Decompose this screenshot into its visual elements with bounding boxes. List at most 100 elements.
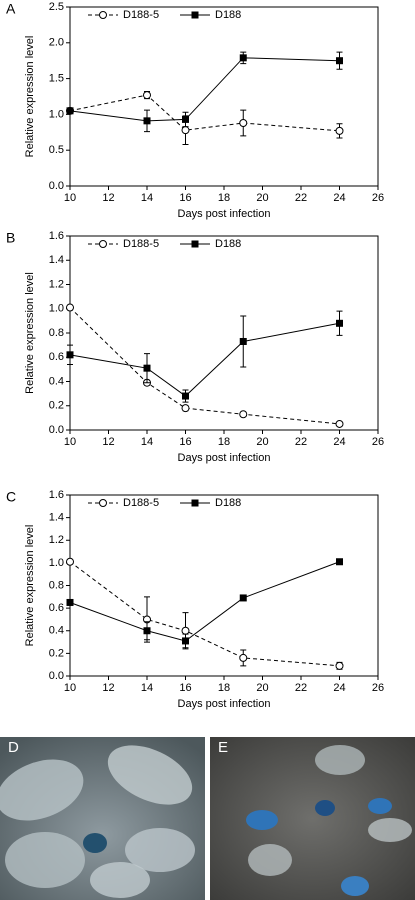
x-tick-label: 10 [64,436,76,448]
y-tick-label: 0.5 [49,144,64,156]
y-tick-label: 0.2 [49,647,64,659]
x-tick-label: 12 [102,436,114,448]
panel-label: B [6,230,15,246]
series-line [69,307,340,425]
x-tick-label: 24 [333,436,345,448]
legend-marker [191,11,199,19]
y-tick-label: 0.0 [49,180,64,192]
point [239,594,247,602]
legend-marker [99,11,107,19]
x-tick-label: 22 [295,682,307,694]
point [182,637,189,645]
legend-marker [99,499,107,507]
photo-d: D [0,737,205,900]
x-tick-label: 14 [141,436,153,448]
x-tick-label: 18 [218,436,230,448]
x-tick-label: 16 [179,192,191,204]
y-tick-label: 0.6 [49,351,64,363]
legend-marker [191,499,199,507]
point [239,653,248,662]
photo-label: E [218,739,228,756]
y-tick-label: 1.6 [49,489,64,501]
chart: A 0.0 0.5 1.0 1.5 2.0 2.5 10 12 14 16 18 20 22 24 26 Day… [6,1,384,220]
y-tick-label: 1.6 [49,230,64,242]
legend-label: D188 [215,9,241,21]
plot-frame [69,235,379,431]
point [182,392,189,400]
x-axis-title: Days post infection [178,698,271,710]
y-tick-label: 2.5 [49,1,64,13]
x-tick-label: 24 [333,192,345,204]
x-tick-label: 16 [179,682,191,694]
y-tick-label: 0.0 [49,670,64,682]
x-axis-title: Days post infection [178,208,271,220]
y-tick-label: 0.6 [49,602,64,614]
y-tick-label: 0.8 [49,579,64,591]
x-tick-label: 20 [256,192,268,204]
photo-e: E [210,737,415,900]
legend-marker [191,240,199,248]
point [335,126,344,135]
x-tick-label: 16 [179,436,191,448]
x-tick-label: 26 [372,682,384,694]
point [239,118,248,127]
x-tick-label: 14 [141,682,153,694]
point [239,337,247,345]
point [335,661,344,670]
x-tick-label: 22 [295,436,307,448]
point [336,57,343,65]
x-tick-label: 18 [218,682,230,694]
y-tick-label: 1.0 [49,303,64,315]
legend-label: D188 [215,497,241,509]
point [66,351,74,359]
legend-label: D188-5 [123,497,159,509]
legend-label: D188 [215,238,241,250]
point [239,410,248,419]
y-tick-label: 0.2 [49,400,64,412]
point [143,364,151,372]
x-tick-label: 10 [64,192,76,204]
y-axis-title: Relative expression level [24,272,36,394]
series-line [69,561,340,642]
point [66,598,74,606]
panel-label: C [6,489,16,505]
x-tick-label: 14 [141,192,153,204]
point [143,91,151,100]
point [181,126,190,135]
x-tick-label: 20 [256,436,268,448]
photo-label: D [8,739,19,756]
y-tick-label: 0.8 [49,327,64,339]
point [181,404,190,413]
y-tick-label: 1.4 [49,512,64,524]
series-line [69,57,340,122]
point [143,117,151,125]
point [239,54,247,62]
x-tick-label: 12 [102,682,114,694]
y-tick-label: 2.0 [49,37,64,49]
point [336,558,343,566]
point [182,115,189,123]
x-tick-label: 12 [102,192,114,204]
y-tick-label: 0.4 [49,625,64,637]
x-tick-label: 20 [256,682,268,694]
point [181,626,190,635]
x-tick-label: 18 [218,192,230,204]
y-tick-label: 1.5 [49,73,64,85]
x-tick-label: 26 [372,192,384,204]
legend-label: D188-5 [123,238,159,250]
point [66,557,74,566]
x-axis-title: Days post infection [178,452,271,464]
x-tick-label: 26 [372,436,384,448]
series-line [69,322,340,397]
y-tick-label: 0.0 [49,424,64,436]
panel-label: A [6,1,16,17]
chart: B 0.0 0.2 0.4 0.6 0.8 1.0 1.2 1.4 1.6 10 12 14 16 18 20… [6,230,384,464]
y-axis-title: Relative expression level [24,36,36,158]
plot-frame [69,6,379,187]
x-tick-label: 10 [64,682,76,694]
point [335,419,344,428]
legend-marker [99,240,107,248]
y-axis-title: Relative expression level [24,525,36,647]
point [66,303,74,312]
